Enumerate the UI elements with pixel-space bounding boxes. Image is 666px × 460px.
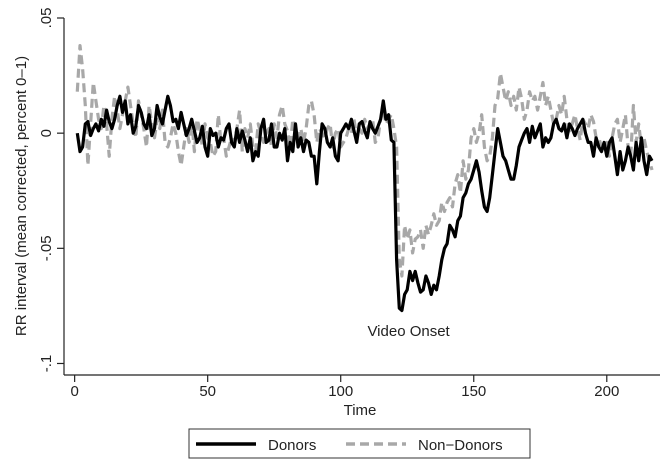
- y-ticks: -.1 -.05 0 .05: [38, 8, 64, 373]
- y-axis-title: RR interval (mean corrected, percent 0–1…: [13, 56, 30, 336]
- x-ticks: 0 50 100 150 200: [70, 375, 619, 400]
- legend-label-non-donors: Non−Donors: [418, 437, 503, 454]
- x-tick-label: 150: [461, 383, 486, 400]
- legend: Donors Non−Donors: [188, 428, 531, 459]
- y-tick-label: -.05: [38, 235, 55, 261]
- y-tick-label: .05: [38, 8, 55, 29]
- series-line-donors: [75, 94, 654, 313]
- x-tick-label: 100: [328, 383, 353, 400]
- x-tick-label: 0: [70, 383, 78, 400]
- video-onset-annotation: Video Onset: [367, 323, 450, 340]
- y-tick-label: -.1: [38, 355, 55, 373]
- x-axis-title: Time: [344, 402, 377, 419]
- y-tick-label: 0: [38, 129, 55, 137]
- axes: [63, 18, 660, 376]
- legend-label-donors: Donors: [268, 437, 316, 454]
- plot-lines: [75, 43, 654, 313]
- x-tick-label: 200: [594, 383, 619, 400]
- x-tick-label: 50: [199, 383, 216, 400]
